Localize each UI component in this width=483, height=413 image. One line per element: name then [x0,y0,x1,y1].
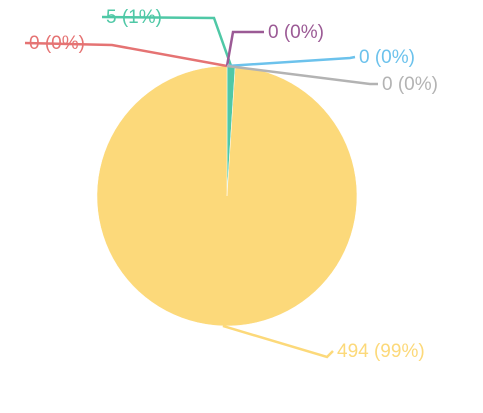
slice-label: 0 (0%) [359,47,415,68]
pie-labels: 5 (1%) 494 (99%) 0 (0%) 0 (0%) 0 (0%) 0 (0%) [24,7,438,362]
pie-slice[interactable] [96,65,358,327]
pie-slices [96,65,358,327]
label-leader-line [226,64,378,86]
label-leader-line [226,55,356,68]
label-leader-line [101,15,233,67]
slice-label: 494 (99%) [337,341,425,362]
label-leader-line [222,324,334,359]
slice-label: 0 (0%) [382,74,438,95]
slice-label: 5 (1%) [106,7,162,28]
label-leader-line [225,30,264,67]
slice-label: 0 (0%) [268,22,324,43]
label-leader-line [24,41,228,68]
slice-label: 0 (0%) [29,33,85,54]
